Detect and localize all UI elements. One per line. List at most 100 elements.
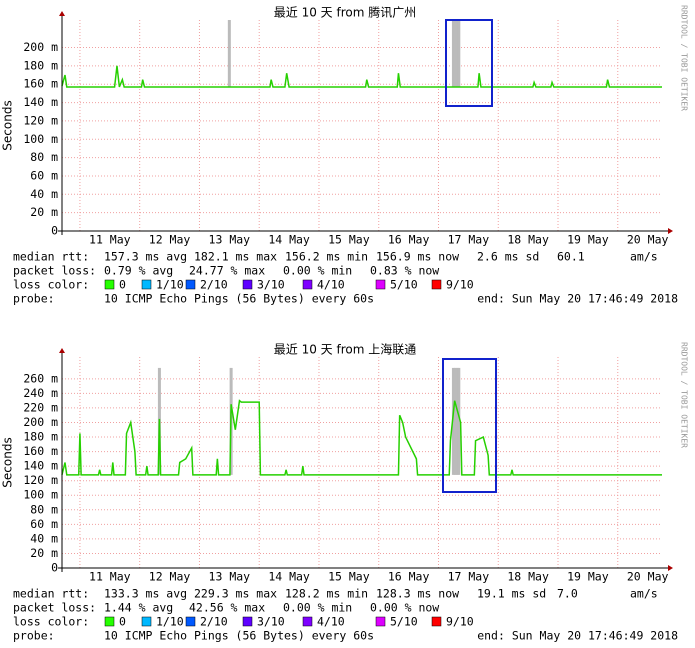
x-tick-label: 11 May (89, 570, 131, 584)
loss-swatch-label: 9/10 (446, 615, 474, 629)
y-tick-label: 120 m (23, 113, 58, 127)
loss-swatch (375, 616, 386, 627)
probe-label: probe: (13, 629, 55, 643)
y-tick-label: 220 m (23, 400, 58, 414)
loss-label: loss color: (13, 615, 89, 629)
loss-swatch-label: 2/10 (200, 278, 228, 292)
loss-swatch (104, 616, 115, 627)
stat-value: 156.2 ms min (285, 250, 368, 264)
y-axis-label: Seconds (1, 100, 15, 150)
smoke-bar (455, 20, 459, 87)
smoke-bar (453, 20, 457, 87)
y-tick-label: 120 m (23, 473, 58, 487)
y-tick-label: 40 m (30, 187, 58, 201)
probe-text: 10 ICMP Echo Pings (56 Bytes) every 60s (104, 292, 374, 306)
y-tick-label: 20 m (30, 546, 58, 560)
y-tick-label: 160 m (23, 77, 58, 91)
smoke-bar (457, 20, 461, 87)
x-tick-label: 19 May (567, 570, 609, 584)
y-tick-label: 60 m (30, 517, 58, 531)
y-tick-label: 40 m (30, 531, 58, 545)
y-tick-label: 200 m (23, 415, 58, 429)
stat-value: 0.79 % avg (104, 264, 173, 278)
y-tick-label: 100 m (23, 488, 58, 502)
stat-value: 0.83 % now (370, 264, 439, 278)
y-tick-label: 140 m (23, 459, 58, 473)
y-tick-label: 260 m (23, 371, 58, 385)
x-tick-label: 15 May (328, 570, 370, 584)
loss-swatch-label: 3/10 (257, 615, 285, 629)
x-tick-label: 14 May (268, 233, 310, 247)
x-tick-label: 18 May (507, 233, 549, 247)
x-tick-label: 12 May (149, 233, 191, 247)
stat-value: am/s (630, 587, 658, 601)
loss-swatch-label: 1/10 (156, 615, 184, 629)
x-tick-label: 13 May (209, 570, 251, 584)
stat-value: 19.1 ms sd (477, 587, 546, 601)
smoke-bar (451, 367, 455, 475)
stat-label: packet loss: (13, 264, 96, 278)
y-tick-label: 240 m (23, 386, 58, 400)
x-tick-label: 12 May (149, 570, 191, 584)
x-tick-label: 13 May (209, 233, 251, 247)
smoke-bar (451, 20, 455, 87)
stat-value: am/s (630, 250, 658, 264)
x-tick-label: 11 May (89, 233, 131, 247)
y-tick-label: 80 m (30, 502, 58, 516)
stat-value: 0.00 % now (370, 601, 439, 615)
highlight-box (445, 19, 493, 107)
end-time: end: Sun May 20 17:46:49 2018 (477, 292, 678, 306)
loss-swatch (242, 616, 253, 627)
axis-arrow (59, 11, 673, 234)
y-axis-label: Seconds (1, 437, 15, 487)
stat-value: 1.44 % avg (104, 601, 173, 615)
loss-swatch (104, 279, 115, 290)
loss-swatch (242, 279, 253, 290)
loss-swatch-label: 4/10 (317, 615, 345, 629)
stat-value: 133.3 ms avg (104, 587, 187, 601)
stat-value: 2.6 ms sd (477, 250, 539, 264)
stat-label: packet loss: (13, 601, 96, 615)
x-tick-label: 18 May (507, 570, 549, 584)
loss-swatch-label: 0 (119, 615, 126, 629)
median-line (61, 399, 662, 476)
loss-swatch (431, 279, 442, 290)
loss-swatch (375, 279, 386, 290)
y-tick-label: 60 m (30, 168, 58, 182)
smoke-bar (227, 20, 231, 87)
stat-value: 7.0 (557, 587, 578, 601)
y-tick-label: 180 m (23, 430, 58, 444)
y-tick-label: 0 (51, 561, 58, 575)
stat-value: 128.3 ms now (376, 587, 459, 601)
x-tick-label: 17 May (448, 233, 490, 247)
y-tick-label: 200 m (23, 40, 58, 54)
loss-swatch-label: 9/10 (446, 278, 474, 292)
probe-text: 10 ICMP Echo Pings (56 Bytes) every 60s (104, 629, 374, 643)
stat-value: 182.1 ms max (194, 250, 277, 264)
stat-value: 128.2 ms min (285, 587, 368, 601)
smoke-bar (457, 367, 461, 475)
y-tick-label: 0 (51, 224, 58, 238)
watermark: RRDTOOL / TOBI OETIKER (680, 342, 689, 448)
loss-swatch (141, 616, 152, 627)
y-tick-label: 20 m (30, 205, 58, 219)
x-tick-label: 14 May (268, 570, 310, 584)
y-tick-label: 100 m (23, 132, 58, 146)
loss-label: loss color: (13, 278, 89, 292)
loss-swatch-label: 2/10 (200, 615, 228, 629)
y-tick-label: 80 m (30, 150, 58, 164)
stat-value: 60.1 (557, 250, 585, 264)
median-line (61, 65, 662, 88)
stat-value: 42.56 % max (189, 601, 265, 615)
watermark: RRDTOOL / TOBI OETIKER (680, 5, 689, 111)
loss-swatch-label: 3/10 (257, 278, 285, 292)
y-tick-label: 180 m (23, 58, 58, 72)
smoke-bar (453, 367, 457, 475)
x-tick-label: 20 May (627, 233, 669, 247)
y-tick-label: 160 m (23, 444, 58, 458)
loss-swatch (302, 279, 313, 290)
x-tick-label: 17 May (448, 570, 490, 584)
end-time: end: Sun May 20 17:46:49 2018 (477, 629, 678, 643)
loss-swatch-label: 1/10 (156, 278, 184, 292)
loss-swatch-label: 4/10 (317, 278, 345, 292)
